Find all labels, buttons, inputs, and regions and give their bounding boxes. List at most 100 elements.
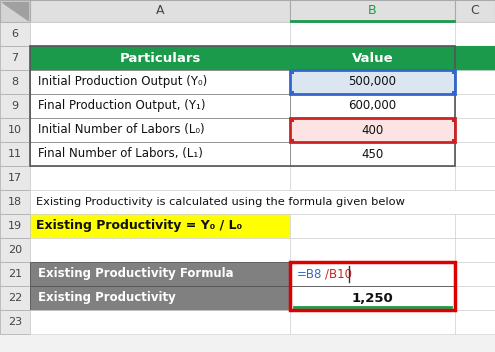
Text: 18: 18 (8, 197, 22, 207)
Bar (290, 118, 294, 121)
Bar (290, 142, 455, 166)
Text: 500,000: 500,000 (348, 75, 396, 88)
Bar (0, 94, 30, 118)
Bar (290, 70, 455, 94)
Bar (0, 46, 30, 70)
Text: 23: 23 (8, 317, 22, 327)
Bar (455, 166, 495, 190)
Bar (290, 118, 455, 142)
Bar (0, 70, 30, 94)
Text: 600,000: 600,000 (348, 100, 396, 113)
Text: 7: 7 (11, 53, 19, 63)
Bar (30, 166, 290, 190)
Text: 400: 400 (361, 124, 384, 137)
Bar (455, 46, 495, 70)
Text: /B10: /B10 (325, 268, 352, 281)
Bar (290, 118, 455, 142)
Bar (290, 70, 455, 94)
Bar (30, 22, 290, 46)
Bar (451, 138, 455, 142)
Text: A: A (156, 5, 164, 18)
Bar (0, 310, 30, 334)
Bar (30, 94, 290, 118)
Text: 8: 8 (11, 77, 19, 87)
Bar (0, 142, 30, 166)
Bar (0, 286, 30, 310)
Bar (290, 262, 455, 310)
Text: Particulars: Particulars (119, 51, 200, 64)
Text: 20: 20 (8, 245, 22, 255)
Bar (30, 310, 290, 334)
Bar (455, 94, 495, 118)
Text: Existing Productivity: Existing Productivity (38, 291, 176, 304)
Bar (455, 238, 495, 262)
Bar (30, 190, 495, 214)
Bar (30, 46, 290, 70)
Text: 6: 6 (11, 29, 18, 39)
Bar (30, 142, 290, 166)
Text: 21: 21 (8, 269, 22, 279)
Text: Initial Production Output (Y₀): Initial Production Output (Y₀) (38, 75, 207, 88)
Text: 19: 19 (8, 221, 22, 231)
Bar (290, 262, 455, 286)
Bar (290, 22, 455, 46)
Bar (30, 46, 455, 166)
Bar (0, 0, 30, 22)
Bar (0, 238, 30, 262)
Text: Final Number of Labors, (L₁): Final Number of Labors, (L₁) (38, 147, 203, 161)
Bar (30, 70, 290, 94)
Bar (455, 22, 495, 46)
Bar (290, 310, 455, 334)
Text: =B8: =B8 (297, 268, 322, 281)
Bar (451, 70, 455, 74)
Bar (0, 262, 30, 286)
Text: 1,250: 1,250 (351, 291, 394, 304)
Polygon shape (2, 2, 28, 20)
Text: 9: 9 (11, 101, 19, 111)
Bar (451, 118, 455, 121)
Bar (455, 262, 495, 286)
Text: 11: 11 (8, 149, 22, 159)
Bar (290, 70, 294, 74)
Text: Existing Productivity Formula: Existing Productivity Formula (38, 268, 234, 281)
Bar (290, 90, 294, 94)
Bar (290, 286, 455, 310)
Bar (455, 214, 495, 238)
Bar (30, 262, 290, 286)
Bar (30, 286, 290, 310)
Text: Initial Number of Labors (L₀): Initial Number of Labors (L₀) (38, 124, 204, 137)
Text: Existing Productivity = Y₀ / L₀: Existing Productivity = Y₀ / L₀ (36, 220, 242, 233)
Text: Value: Value (351, 51, 394, 64)
Bar (0, 166, 30, 190)
Bar (455, 118, 495, 142)
Bar (290, 138, 294, 142)
Text: 10: 10 (8, 125, 22, 135)
Bar (290, 238, 455, 262)
Text: 450: 450 (361, 147, 384, 161)
Text: 22: 22 (8, 293, 22, 303)
Bar (0, 214, 30, 238)
Bar (455, 286, 495, 310)
Bar (30, 238, 290, 262)
Bar (290, 0, 455, 22)
Bar (0, 190, 30, 214)
Bar (30, 214, 290, 238)
Text: Existing Productivity is calculated using the formula given below: Existing Productivity is calculated usin… (36, 197, 405, 207)
Bar (290, 94, 455, 118)
Bar (30, 118, 290, 142)
Bar (455, 70, 495, 94)
Text: C: C (471, 5, 479, 18)
Text: 17: 17 (8, 173, 22, 183)
Bar (0, 118, 30, 142)
Bar (290, 46, 455, 70)
Bar (455, 142, 495, 166)
Text: B: B (368, 5, 377, 18)
Bar (451, 90, 455, 94)
Text: Final Production Output, (Y₁): Final Production Output, (Y₁) (38, 100, 205, 113)
Bar (455, 0, 495, 22)
Bar (30, 0, 290, 22)
Bar (0, 22, 30, 46)
Bar (290, 214, 455, 238)
Bar (455, 310, 495, 334)
Bar (290, 166, 455, 190)
